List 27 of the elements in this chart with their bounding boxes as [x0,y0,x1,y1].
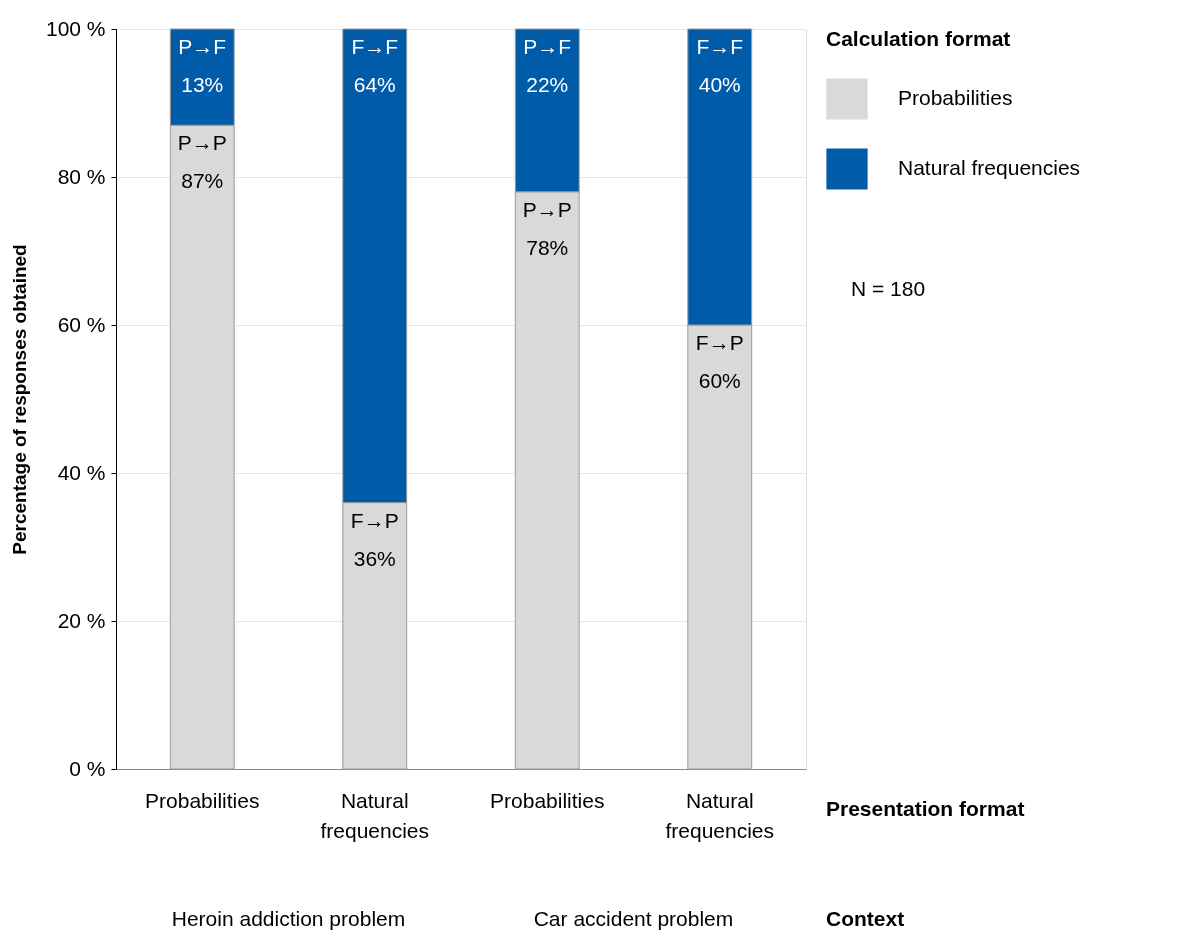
y-tick-label: 100 % [45,16,106,40]
text: Context [826,907,905,930]
y-tick-label: 80 % [57,164,106,188]
x-axis-title: Presentation format [826,797,1025,820]
data-label: P→P 78% [522,197,572,259]
y-tick-label: 0 % [69,756,106,780]
x-tick-label: Probabilities [490,789,605,812]
data-label: P→F 22% [523,35,572,96]
x-tick-label: Probabilities [145,789,260,812]
x-tick-label: Natural frequencies [665,789,775,842]
legend-label: Probabilities [898,86,1013,109]
x-tick-label: Natural frequencies [320,789,430,842]
y-tick-label: 40 % [57,460,106,484]
y-axis-title: Percentage of responses obtained [8,244,30,555]
legend-label: Natural frequencies [898,156,1081,179]
y-tick-label: 60 % [57,312,106,336]
data-label: F→F 64% [351,35,399,96]
data-label: F→P 60% [695,331,744,392]
text: Heroin addiction problem [171,907,406,930]
data-label: F→P 36% [350,508,399,570]
text: N = 180 [851,277,926,300]
legend-title: Calculation format [826,27,1011,50]
y-tick-label: 20 % [57,608,106,632]
data-label: P→P 87% [177,131,227,193]
text: Car accident problem [533,907,734,930]
data-label: F→F 40% [696,35,744,96]
data-label: P→F 13% [178,35,227,96]
